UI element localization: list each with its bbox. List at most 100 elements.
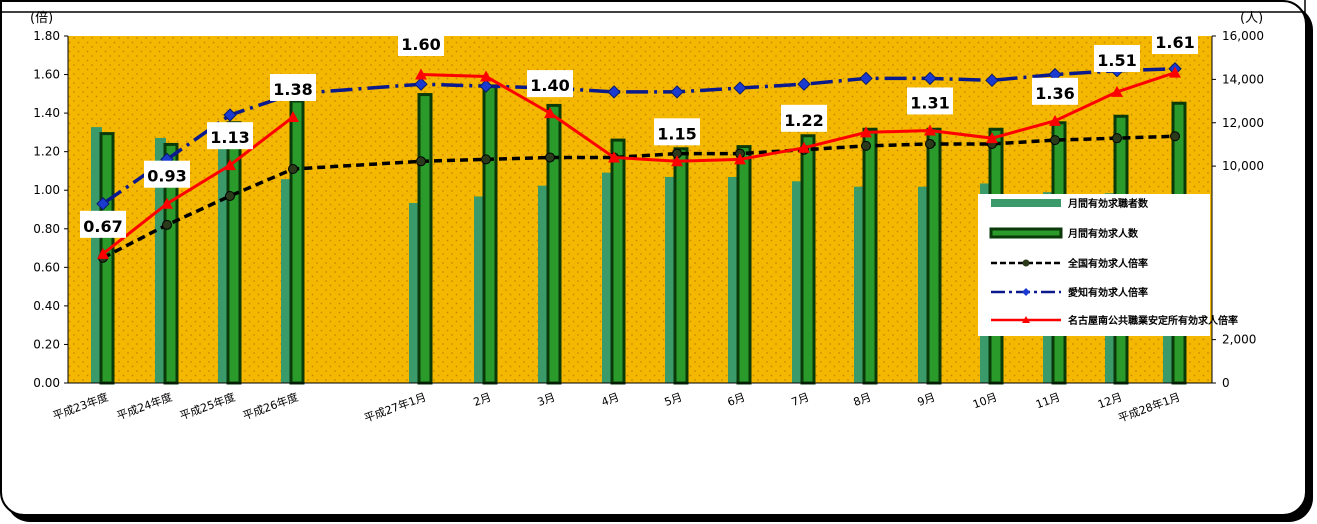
left-axis-unit: (倍) (30, 11, 53, 26)
series-point (480, 70, 492, 82)
x-tick-label: 10月 (971, 391, 999, 412)
legend-marker (1022, 316, 1030, 323)
series-point (671, 155, 683, 167)
bar-offers (800, 134, 816, 385)
left-tick-label: 0.20 (33, 337, 60, 351)
series-point (797, 77, 811, 91)
bar-seekers (918, 186, 929, 383)
right-tick-label: 10,000 (1222, 159, 1264, 173)
x-tick-label: 7月 (790, 391, 811, 409)
x-tick-label: 平成28年1月 (1116, 390, 1182, 425)
series-point (734, 153, 746, 165)
series-point (287, 110, 299, 122)
series-point (96, 197, 110, 211)
series-point (1049, 114, 1061, 126)
series-point (545, 152, 555, 163)
series-point (1169, 66, 1181, 78)
legend: 月間有効求職者数月間有効求人数全国有効求人倍率愛知有効求人倍率名古屋南公共職業安… (978, 194, 1238, 336)
legend-marker (1022, 259, 1030, 267)
series-point (1111, 85, 1123, 97)
data-label-box (907, 87, 953, 115)
data-label-box (1094, 45, 1140, 72)
bar-seekers (409, 202, 420, 383)
x-tick-label: 11月 (1034, 391, 1062, 412)
data-label: 1.22 (784, 111, 823, 130)
x-tick-label: 4月 (600, 391, 621, 409)
series-point (544, 107, 556, 119)
bar-seekers (218, 148, 229, 383)
series-point (1050, 135, 1060, 146)
series-point (481, 154, 491, 165)
series-point (924, 124, 936, 136)
bar-offers (673, 147, 689, 385)
data-label: 0.93 (147, 167, 186, 186)
bar-seekers (155, 137, 166, 383)
x-tick-label: 8月 (852, 391, 873, 409)
x-tick-label: 3月 (536, 391, 557, 409)
right-axis-unit: (人) (1240, 11, 1263, 26)
series-point (414, 77, 428, 91)
series-point (1170, 131, 1180, 142)
left-tick-label: 1.40 (33, 106, 60, 120)
left-tick-label: 1.60 (33, 68, 60, 82)
x-tick-label: 6月 (726, 391, 747, 409)
series-point (985, 73, 999, 88)
series-point (162, 219, 172, 230)
x-tick-label: 9月 (916, 391, 937, 409)
data-label-box (1152, 27, 1198, 54)
series-point (733, 81, 747, 95)
series-point (288, 164, 298, 175)
bar-offers (862, 127, 878, 385)
bar-offers (546, 103, 562, 385)
left-tick-label: 0.60 (33, 260, 60, 274)
legend-swatch (991, 199, 1061, 207)
right-tick-label: 2,000 (1222, 333, 1256, 347)
data-label-box (1032, 77, 1078, 105)
series-point (97, 247, 109, 259)
series-point (161, 197, 173, 209)
series-point (923, 71, 937, 86)
legend-label: 愛知有効求人倍率 (1068, 286, 1148, 299)
series-point (1112, 133, 1122, 144)
data-label: 1.15 (657, 124, 696, 143)
series-point (670, 85, 684, 99)
series-point (479, 79, 493, 93)
series-line (102, 115, 294, 256)
left-tick-label: 1.80 (33, 29, 60, 43)
data-label-box (398, 29, 444, 56)
data-labels-group: 0.67 0.93 1.13 1.38 1.60 1.40 1.15 1.22 1.31 1.36… (80, 27, 1198, 238)
data-label: 1.51 (1097, 51, 1136, 70)
x-tick-label: 平成25年度 (178, 390, 237, 423)
data-label: 1.40 (530, 76, 569, 95)
legend-label: 月間有効求人数 (1067, 227, 1139, 240)
x-tick-label: 平成27年1月 (362, 390, 428, 425)
data-label: 1.13 (210, 128, 249, 147)
series-line (102, 134, 1176, 260)
x-tick-label: 12月 (1096, 391, 1124, 412)
legend-swatch (989, 227, 1063, 239)
series-point (860, 126, 872, 138)
bar-seekers (281, 179, 292, 383)
series-point (608, 151, 620, 163)
right-tick-label: 16,000 (1222, 29, 1264, 43)
legend-box (978, 194, 1210, 336)
series-point (223, 108, 237, 122)
left-tick-label: 1.00 (33, 183, 60, 197)
bar-seekers (854, 186, 865, 383)
series-point (798, 141, 810, 153)
top-border-line (0, 0, 1306, 14)
series-point (415, 68, 427, 80)
lines-group (96, 62, 1182, 263)
left-tick-label: 0.80 (33, 222, 60, 236)
data-label: 1.61 (1155, 33, 1194, 52)
series-point (607, 85, 621, 99)
data-label: 0.67 (83, 217, 122, 236)
x-tick-label: 2月 (472, 391, 493, 409)
data-label-box (527, 70, 573, 98)
bar-seekers (665, 176, 676, 383)
left-tick-label: 0.40 (33, 299, 60, 313)
data-label-box (781, 104, 827, 132)
series-point (986, 132, 998, 144)
x-tick-label: 平成24年度 (115, 390, 174, 423)
